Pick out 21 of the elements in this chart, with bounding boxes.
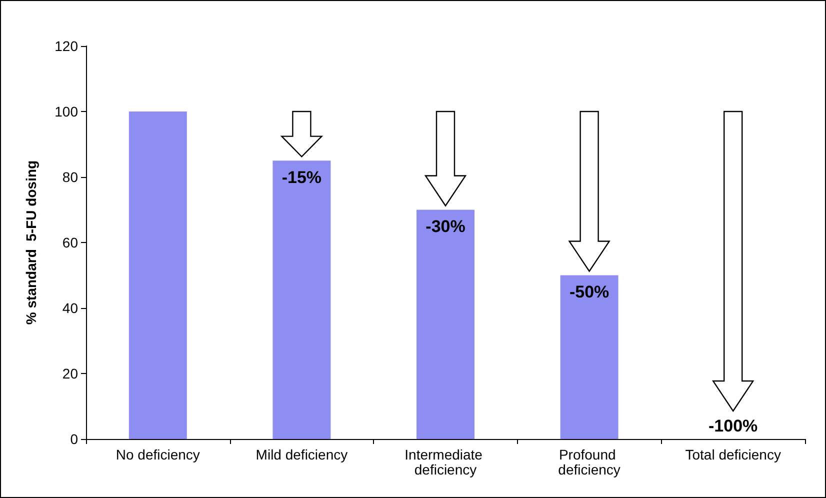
x-tick-label: Profound deficiency [558, 446, 620, 478]
y-tick-label: 40 [62, 300, 78, 316]
bar [128, 112, 187, 439]
y-tick-label: 120 [54, 38, 78, 54]
bar [560, 275, 618, 439]
bar [416, 210, 474, 439]
y-tick-label: 0 [70, 431, 78, 447]
annotation: -15% [282, 168, 322, 188]
x-tick-label: Total deficiency [685, 446, 781, 462]
y-tick-label: 20 [62, 366, 78, 382]
y-tick-label: 80 [62, 169, 78, 185]
x-tick-label: Intermediate deficiency [404, 446, 486, 478]
y-tick-label: 60 [62, 234, 78, 250]
annotation: -50% [569, 282, 610, 302]
annotation: -30% [426, 217, 466, 236]
y-tick-label: 100 [54, 104, 78, 120]
y-axis-title: % standard 5-FU dosing [23, 160, 39, 325]
annotation: -100% [708, 416, 758, 436]
bar [272, 160, 331, 439]
x-tick-label: Mild deficiency [256, 446, 348, 462]
x-tick-label: No deficiency [116, 446, 200, 462]
